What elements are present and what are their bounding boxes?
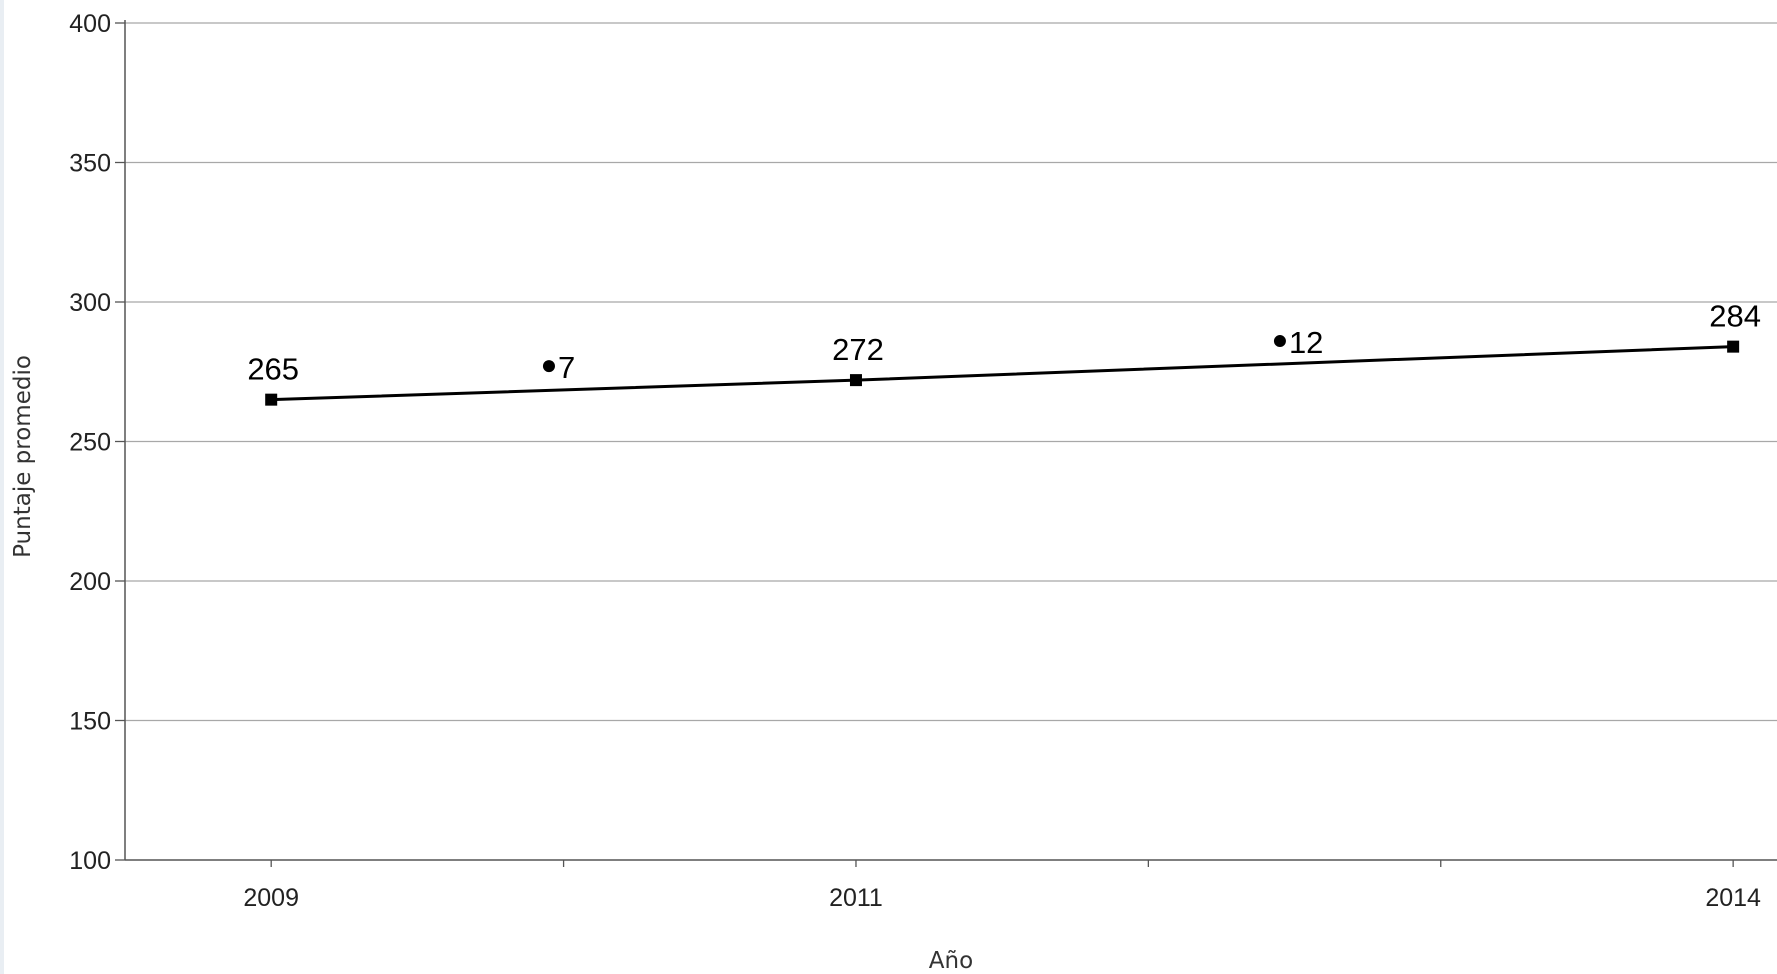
axes: [124, 20, 1777, 861]
annotation-marker: [1273, 335, 1286, 348]
data-label: 284: [1709, 299, 1761, 334]
y-tick-label: 200: [69, 568, 111, 596]
series-layer: 265 272 284: [247, 299, 1761, 406]
x-tick-label: 2014: [1705, 884, 1761, 912]
y-tick-label: 250: [69, 429, 111, 457]
data-point-marker: [265, 393, 278, 406]
y-tick-label: 150: [69, 708, 111, 736]
y-tick-label: 400: [69, 10, 111, 38]
x-tick-label: 2011: [829, 884, 883, 912]
y-tick-label: 300: [69, 289, 111, 317]
data-label: 265: [247, 352, 299, 387]
x-axis-ticks: 2009 2011 2014: [243, 860, 1761, 912]
data-point-marker: [849, 374, 862, 387]
y-axis-ticks: 100 150 200 250 300 350 400: [69, 10, 125, 875]
annotation-label: 7: [558, 350, 575, 385]
data-label: 272: [832, 332, 884, 367]
x-tick-label: 2009: [243, 884, 299, 912]
annotations-layer: 7 12: [542, 325, 1323, 385]
data-point-marker: [1727, 340, 1740, 353]
y-tick-label: 100: [69, 847, 111, 875]
y-axis-title: Puntaje promedio: [10, 355, 36, 558]
left-border-strip: [0, 0, 4, 974]
y-tick-label: 350: [69, 150, 111, 178]
annotation-label: 12: [1289, 325, 1323, 360]
series-line: [271, 345, 1734, 402]
annotation-marker: [542, 360, 555, 373]
x-axis-title: Año: [929, 948, 973, 974]
gridlines: [125, 22, 1777, 722]
